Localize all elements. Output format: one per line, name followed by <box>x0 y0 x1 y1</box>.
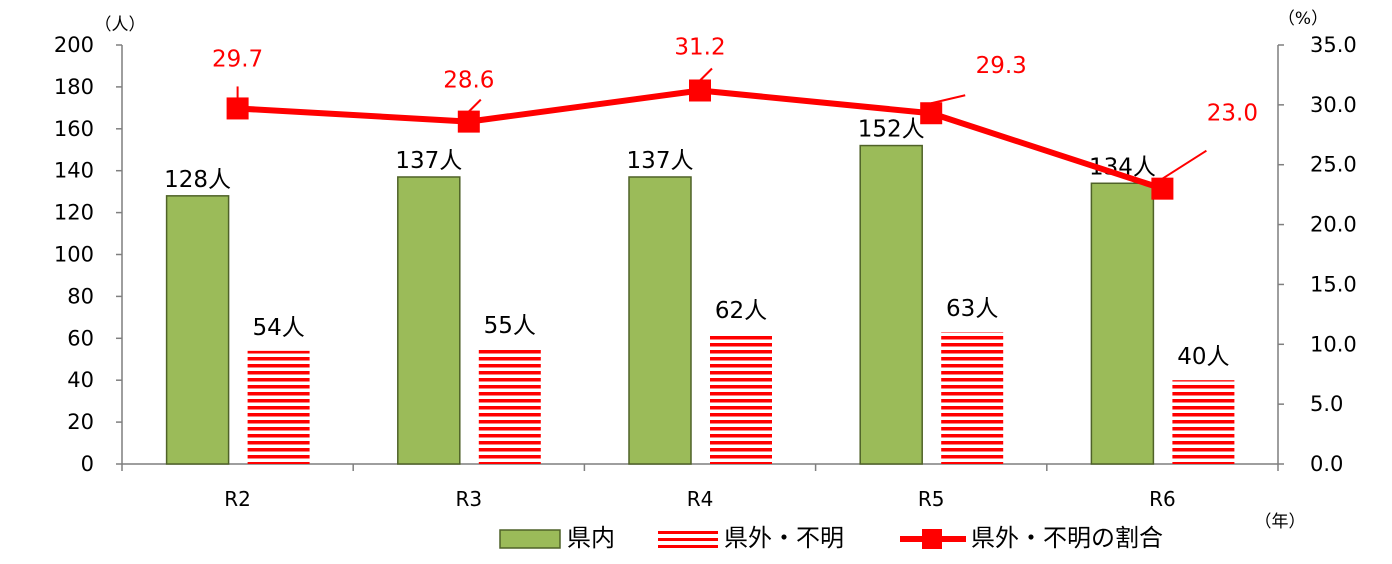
bar-kennai <box>628 176 692 465</box>
x-category-label: R5 <box>918 487 945 511</box>
legend-swatch-kengai <box>658 538 718 541</box>
right-tick-label: 5.0 <box>1310 392 1343 416</box>
legend-label-kennai: 県内 <box>567 524 615 552</box>
legend-swatch-kengai <box>658 531 718 534</box>
left-tick-label: 40 <box>67 368 94 392</box>
left-tick-label: 200 <box>54 33 94 57</box>
legend-marker-ratio <box>922 529 942 549</box>
ratio-data-label: 31.2 <box>674 34 725 60</box>
bar-kennai <box>859 144 923 465</box>
bar-kengai-label: 62人 <box>715 298 767 324</box>
bar-kengai <box>1172 380 1235 464</box>
right-tick-label: 30.0 <box>1310 93 1357 117</box>
legend-swatch-kengai <box>658 545 718 548</box>
bar-kennai <box>397 176 461 465</box>
left-tick-label: 0 <box>81 452 94 476</box>
bar-kennai-label: 137人 <box>395 148 462 174</box>
x-category-label: R4 <box>687 487 714 511</box>
left-tick-label: 180 <box>54 75 94 99</box>
x-axis-unit: （年） <box>1255 512 1306 532</box>
bar-kennai-label: 152人 <box>858 117 925 143</box>
right-tick-label: 0.0 <box>1310 452 1343 476</box>
right-tick-label: 10.0 <box>1310 332 1357 356</box>
ratio-marker <box>226 97 249 120</box>
legend-label-ratio: 県外・不明の割合 <box>971 524 1163 552</box>
ratio-line <box>237 87 1164 192</box>
bar-kengai <box>478 348 541 464</box>
bar-kengai-label: 40人 <box>1177 344 1229 370</box>
ratio-data-label: 29.3 <box>976 53 1027 79</box>
bar-kennai-label: 137人 <box>627 148 694 174</box>
ratio-marker <box>920 102 943 125</box>
ratio-data-label: 29.7 <box>212 46 263 72</box>
right-axis-unit: （%） <box>1278 9 1328 29</box>
bar-kennai-label: 128人 <box>164 167 231 193</box>
legend-label-kengai: 県外・不明 <box>724 524 844 552</box>
left-tick-label: 80 <box>67 284 94 308</box>
bar-kengai <box>710 334 772 464</box>
bar-kengai-label: 54人 <box>252 315 304 341</box>
bar-kengai <box>941 332 1004 464</box>
left-axis-unit: （人） <box>95 15 146 35</box>
x-category-label: R2 <box>224 487 251 511</box>
x-category-label: R6 <box>1149 487 1176 511</box>
ratio-leader-line <box>930 94 966 105</box>
left-tick-label: 20 <box>67 410 94 434</box>
bar-kengai-label: 63人 <box>946 296 998 322</box>
ratio-data-label: 28.6 <box>443 68 494 94</box>
ratio-data-label: 23.0 <box>1207 101 1258 127</box>
left-tick-label: 100 <box>54 243 94 267</box>
ratio-leader-line <box>468 98 482 113</box>
bar-kennai <box>1090 182 1155 465</box>
ratio-marker <box>457 110 480 133</box>
bar-kengai <box>247 350 310 464</box>
left-tick-label: 120 <box>54 201 94 225</box>
ratio-marker <box>689 79 711 102</box>
right-tick-label: 15.0 <box>1310 272 1357 296</box>
left-tick-label: 140 <box>54 159 94 183</box>
right-tick-label: 35.0 <box>1310 33 1357 57</box>
left-tick-label: 160 <box>54 117 94 141</box>
right-tick-label: 20.0 <box>1310 213 1357 237</box>
legend-swatch-kennai <box>499 529 561 549</box>
ratio-leader-line <box>1161 149 1207 180</box>
left-tick-label: 60 <box>67 326 94 350</box>
bar-kennai <box>165 195 230 465</box>
ratio-marker <box>1151 177 1174 200</box>
x-category-label: R3 <box>455 487 482 511</box>
ratio-leader-line <box>699 67 713 82</box>
right-tick-label: 25.0 <box>1310 153 1357 177</box>
bar-kengai-label: 55人 <box>484 313 536 339</box>
